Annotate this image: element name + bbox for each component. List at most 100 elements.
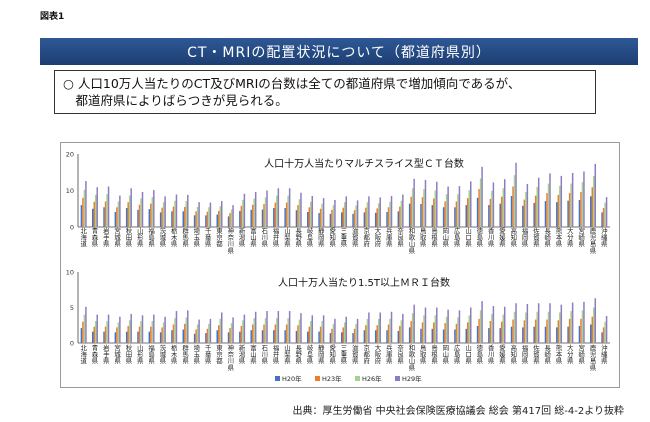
bar — [219, 206, 221, 227]
x-tick-char: 県 — [114, 357, 121, 365]
bar — [159, 332, 162, 343]
x-tick-char: 手 — [103, 233, 110, 242]
x-tick-char: 田 — [126, 351, 132, 359]
x-tick-char: 川 — [488, 351, 494, 359]
x-tick-label: 東京都 — [216, 343, 223, 365]
bar — [250, 209, 252, 227]
bar — [297, 325, 299, 343]
x-tick-char: 宮 — [114, 226, 120, 235]
bar — [445, 316, 448, 343]
figure-label: 図表1 — [40, 12, 65, 22]
x-tick-label: 三重県 — [341, 227, 348, 248]
bar — [103, 207, 105, 227]
x-tick-label: 和歌山県 — [409, 226, 416, 255]
x-tick-label: 鳥取県 — [420, 226, 427, 248]
bar — [549, 173, 551, 227]
x-tick-label: 神奈川県 — [228, 343, 235, 372]
x-tick-label: 長野県 — [296, 227, 303, 248]
chart-title: 人口十万人当たり1.5T以上ＭＲＩ台数 — [278, 276, 450, 289]
x-tick-label: 長崎県 — [545, 344, 552, 365]
x-tick-label: 岡山県 — [443, 344, 450, 365]
bar — [250, 330, 252, 343]
bar — [82, 197, 84, 227]
x-tick-char: 県 — [160, 357, 167, 365]
x-tick-label: 北海道 — [80, 344, 87, 365]
x-tick-char: 千 — [205, 226, 212, 235]
bar — [386, 212, 388, 227]
x-tick-char: 賀 — [352, 233, 359, 242]
x-tick-label: 岐阜県 — [307, 343, 314, 365]
x-tick-char: 県 — [205, 240, 212, 248]
bar — [568, 193, 571, 227]
x-tick-char: 森 — [92, 233, 99, 242]
x-tick-char: 県 — [386, 357, 393, 365]
bar — [117, 322, 120, 343]
x-tick-char: 川 — [262, 351, 268, 359]
x-tick-char: 阜 — [307, 350, 314, 359]
x-tick-char: 縄 — [601, 350, 608, 359]
x-tick-char: 根 — [431, 350, 438, 359]
x-tick-char: 宮 — [114, 343, 120, 352]
legend-label: H26年 — [362, 374, 382, 383]
bar — [604, 321, 606, 343]
bar — [352, 213, 354, 227]
x-tick-char: 井 — [273, 350, 280, 359]
x-tick-label: 福岡県 — [522, 226, 529, 248]
bar — [114, 212, 117, 227]
bar — [230, 209, 233, 227]
bar — [479, 310, 482, 343]
x-tick-label: 栃木県 — [171, 226, 178, 248]
bar — [400, 200, 403, 227]
bar — [557, 320, 560, 343]
bar — [85, 181, 87, 227]
x-tick-label: 北海道 — [80, 227, 87, 248]
bar — [533, 202, 535, 227]
bar — [230, 323, 233, 343]
x-tick-char: 県 — [250, 357, 257, 365]
x-tick-char: 県 — [114, 240, 121, 248]
bar — [387, 207, 390, 227]
bar — [578, 199, 581, 227]
x-tick-char: 賀 — [533, 233, 540, 242]
bar — [332, 205, 335, 227]
bar — [311, 195, 314, 227]
x-tick-label: 山形県 — [137, 226, 144, 248]
x-tick-label: 石川県 — [262, 344, 269, 365]
bar — [433, 322, 435, 343]
x-tick-char: 県 — [488, 240, 495, 248]
x-tick-char: 取 — [420, 351, 427, 359]
x-tick-char: 賀 — [533, 350, 540, 359]
x-tick-char: 県 — [329, 357, 336, 365]
legend-label: H23年 — [322, 374, 342, 383]
x-tick-char: 県 — [239, 240, 246, 248]
x-tick-char: 県 — [533, 357, 540, 365]
bar — [253, 198, 255, 227]
x-tick-char: 野 — [296, 234, 303, 242]
bar — [171, 211, 173, 227]
x-tick-char: 県 — [443, 240, 450, 248]
x-tick-char: 山 — [137, 343, 143, 352]
bar — [580, 318, 582, 343]
bar — [408, 327, 411, 343]
x-tick-char: 県 — [318, 240, 325, 248]
bar — [476, 197, 479, 227]
x-tick-char: 県 — [454, 240, 461, 248]
x-tick-char: 県 — [182, 240, 189, 248]
x-tick-char: 県 — [239, 357, 246, 365]
x-tick-char: 野 — [296, 351, 303, 359]
x-tick-char: 岩 — [103, 343, 110, 352]
bar — [322, 315, 325, 343]
legend-swatch — [275, 376, 280, 381]
bar — [500, 196, 503, 227]
x-tick-label: 山口県 — [465, 226, 472, 248]
bar — [344, 322, 346, 343]
x-tick-char: 木 — [171, 350, 178, 359]
bar — [261, 209, 264, 227]
bar — [322, 198, 325, 227]
bar — [232, 317, 234, 343]
x-tick-label: 愛知県 — [329, 226, 336, 248]
bar — [536, 186, 538, 227]
x-tick-char: 本 — [556, 350, 563, 359]
x-tick-char: 宮 — [579, 343, 585, 352]
bar — [413, 178, 415, 227]
